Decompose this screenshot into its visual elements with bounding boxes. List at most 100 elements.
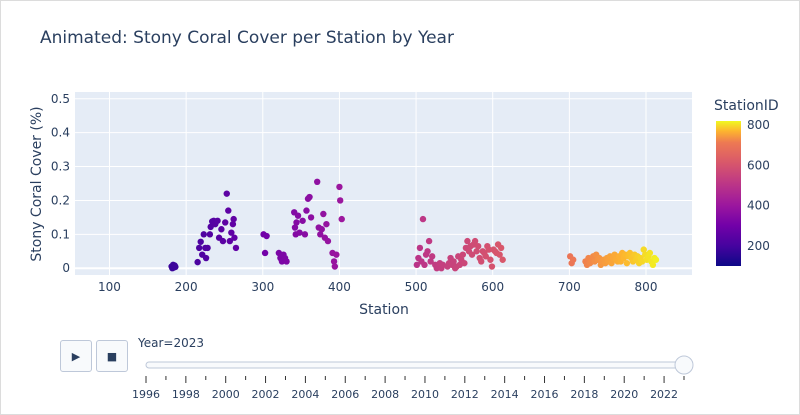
data-point[interactable] (317, 231, 324, 238)
data-point[interactable] (202, 254, 210, 262)
data-point[interactable] (314, 178, 321, 186)
data-point[interactable] (228, 229, 235, 236)
y-tick-labels: 0 0.1 0.2 0.3 0.4 0.5 (51, 92, 70, 275)
data-point[interactable] (231, 234, 238, 241)
data-point[interactable] (336, 197, 344, 204)
data-point[interactable] (499, 256, 506, 263)
data-point[interactable] (336, 183, 343, 191)
slider-year-label: 2014 (491, 388, 519, 401)
data-point[interactable] (413, 261, 421, 269)
data-point[interactable] (219, 237, 227, 245)
data-point[interactable] (194, 258, 201, 266)
data-point[interactable] (195, 244, 203, 252)
data-point[interactable] (294, 212, 302, 219)
data-point[interactable] (461, 259, 468, 267)
play-button[interactable]: ▶ (60, 340, 92, 372)
data-point[interactable] (569, 256, 577, 263)
data-point[interactable] (496, 251, 503, 258)
data-point[interactable] (474, 242, 482, 250)
data-point[interactable] (225, 207, 232, 214)
data-point[interactable] (223, 190, 230, 197)
data-point[interactable] (473, 248, 480, 255)
data-point[interactable] (459, 251, 467, 258)
data-points (168, 178, 660, 272)
x-tick-label: 300 (251, 280, 274, 294)
data-point[interactable] (263, 232, 270, 240)
data-point[interactable] (652, 256, 660, 263)
data-point[interactable] (640, 246, 647, 253)
y-tick-label: 0.5 (51, 92, 70, 106)
data-point[interactable] (424, 248, 431, 255)
y-tick-label: 0.4 (51, 126, 70, 140)
slider-year-label: 2000 (212, 388, 240, 401)
data-point[interactable] (468, 251, 476, 258)
y-tick-label: 0.1 (51, 227, 70, 241)
data-point[interactable] (291, 224, 299, 231)
data-point[interactable] (172, 263, 179, 271)
data-point[interactable] (197, 238, 204, 245)
data-point[interactable] (419, 215, 427, 223)
data-point[interactable] (478, 258, 485, 265)
data-point[interactable] (330, 258, 338, 265)
y-axis-label: Stony Coral Cover (%) (29, 106, 45, 261)
data-point[interactable] (301, 231, 309, 238)
data-point[interactable] (303, 207, 310, 214)
data-point[interactable] (226, 237, 234, 245)
data-point[interactable] (230, 215, 237, 223)
slider-rail[interactable] (145, 361, 685, 369)
data-point[interactable] (320, 210, 327, 218)
y-tick-label: 0.2 (51, 193, 70, 207)
data-point[interactable] (487, 256, 494, 263)
stop-button[interactable]: ■ (96, 340, 128, 372)
data-point[interactable] (421, 261, 428, 269)
data-point[interactable] (464, 237, 471, 245)
slider-year-label: 1996 (132, 388, 160, 401)
slider-year-label: 2016 (531, 388, 559, 401)
slider-year-label: 2008 (371, 388, 399, 401)
data-point[interactable] (471, 237, 479, 245)
data-point[interactable] (324, 237, 332, 245)
data-point[interactable] (200, 231, 207, 238)
data-point[interactable] (299, 217, 306, 224)
data-point[interactable] (306, 193, 313, 201)
data-point[interactable] (450, 258, 457, 265)
data-point[interactable] (482, 253, 490, 260)
data-point[interactable] (293, 219, 300, 226)
data-point[interactable] (427, 258, 434, 265)
slider-handle[interactable] (674, 355, 694, 375)
slider-year-label: 1998 (172, 388, 200, 401)
x-tick-labels: 100 200 300 400 500 600 700 800 (98, 280, 657, 294)
x-tick-label: 600 (481, 280, 504, 294)
data-point[interactable] (283, 258, 290, 265)
data-point[interactable] (428, 253, 436, 260)
data-point[interactable] (646, 249, 654, 257)
data-point[interactable] (204, 244, 211, 252)
x-tick-label: 400 (328, 280, 351, 294)
data-point[interactable] (229, 220, 237, 228)
slider-current-year: 2023 (173, 336, 205, 350)
data-point[interactable] (296, 229, 303, 236)
data-point[interactable] (333, 251, 340, 258)
data-point[interactable] (649, 261, 657, 269)
data-point[interactable] (214, 217, 221, 224)
data-point[interactable] (338, 215, 345, 223)
x-tick-label: 200 (175, 280, 198, 294)
slider-year-label: 2012 (451, 388, 479, 401)
data-point[interactable] (485, 246, 493, 253)
data-point[interactable] (318, 226, 325, 233)
data-point[interactable] (206, 231, 214, 238)
data-point[interactable] (608, 259, 615, 267)
data-point[interactable] (623, 259, 631, 267)
y-tick-label: 0 (62, 261, 70, 275)
data-point[interactable] (425, 237, 433, 245)
data-point[interactable] (488, 263, 496, 270)
data-point[interactable] (323, 220, 330, 228)
data-point[interactable] (307, 214, 315, 221)
data-point[interactable] (416, 244, 424, 252)
data-point[interactable] (222, 219, 229, 226)
data-point[interactable] (218, 226, 225, 233)
data-point[interactable] (331, 263, 339, 270)
data-point[interactable] (232, 244, 240, 252)
data-point[interactable] (497, 244, 505, 252)
data-point[interactable] (261, 249, 269, 257)
